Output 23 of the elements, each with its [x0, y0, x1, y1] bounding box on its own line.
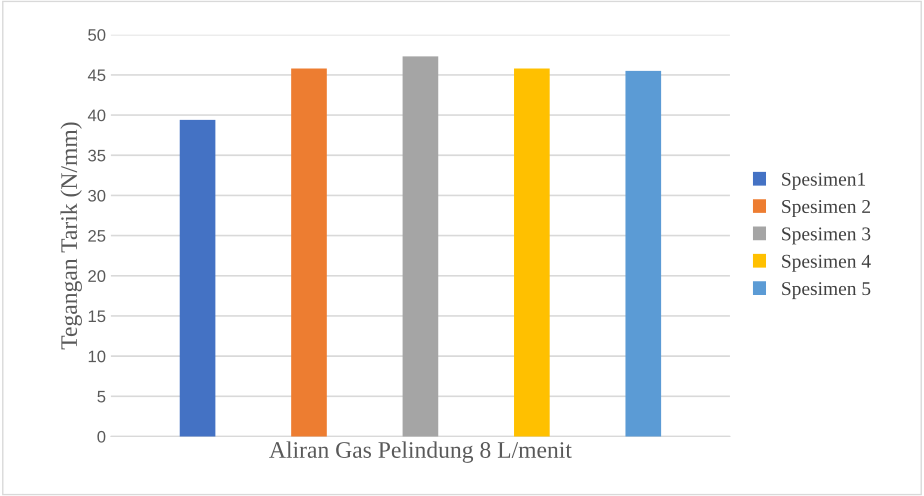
x-tick-label: Aliran Gas Pelindung 8 L/menit [269, 441, 572, 463]
legend-label: Spesimen1 [782, 172, 866, 190]
y-tick-label: 5 [97, 390, 106, 403]
bar [402, 56, 438, 436]
y-tick-label: 0 [97, 430, 106, 443]
legend-label: Spesimen 3 [782, 227, 870, 244]
y-tick-label: 35 [88, 150, 106, 162]
bar [514, 68, 550, 436]
legend-label: Spesimen 5 [782, 282, 870, 300]
bar [625, 70, 662, 436]
y-tick-label: 45 [88, 69, 106, 82]
y-tick-label: 25 [88, 230, 106, 242]
legend-label: Spesimen 4 [782, 254, 871, 272]
y-tick-label: 10 [88, 350, 106, 362]
y-axis-title: Tegangan Tarik (N/mm) [60, 122, 82, 350]
y-tick-label: 15 [88, 310, 106, 322]
legend-label: Spesimen 2 [782, 200, 870, 218]
y-tick-label: 30 [88, 190, 106, 202]
y-tick-label: 20 [88, 270, 106, 282]
bar [291, 68, 327, 436]
y-tick-label: 40 [88, 109, 106, 122]
y-tick-label: 50 [88, 29, 106, 41]
bar [180, 120, 216, 436]
